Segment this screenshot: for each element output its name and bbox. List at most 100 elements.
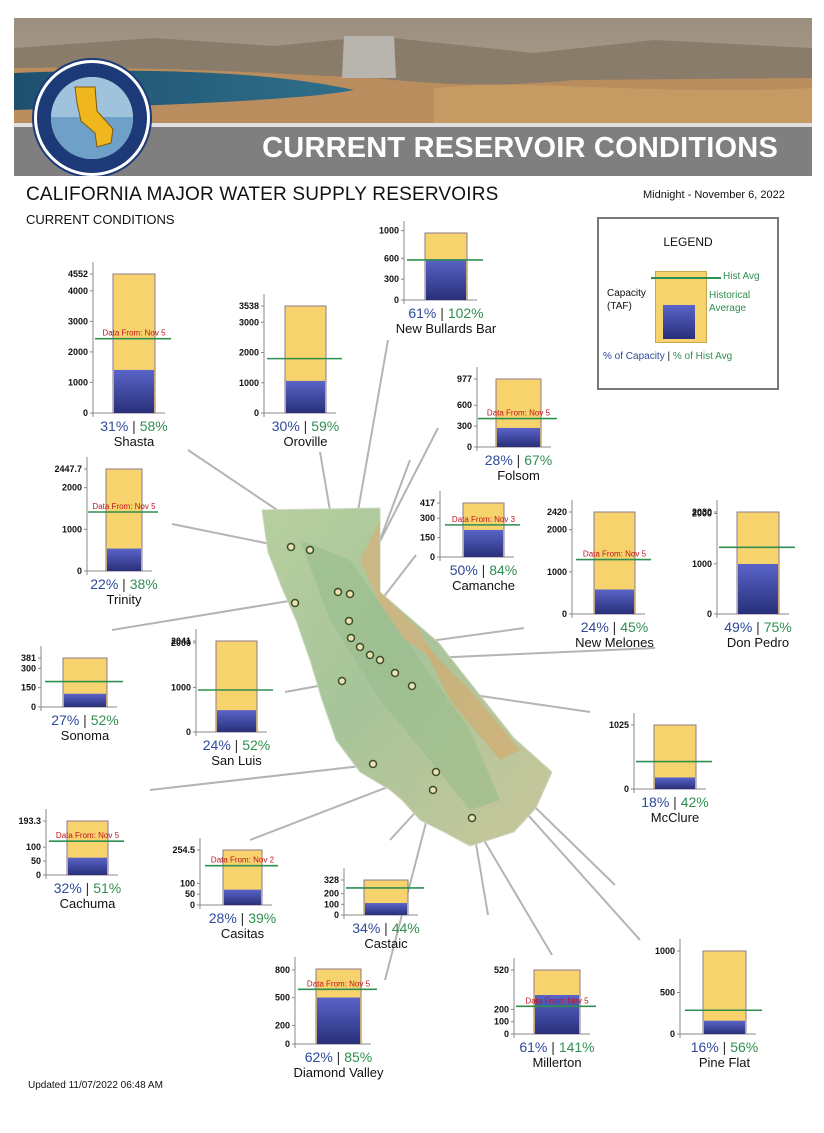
tick-label: 1000 xyxy=(379,226,399,236)
tick-label: 0 xyxy=(36,870,41,880)
percent-label: 61% | 141% xyxy=(519,1039,594,1055)
pct-hist: 52% xyxy=(242,737,270,753)
storage-bar xyxy=(224,889,261,905)
pct-separator: | xyxy=(300,418,311,434)
pct-capacity: 28% xyxy=(209,910,237,926)
pct-capacity: 30% xyxy=(272,418,300,434)
tick-label: 0 xyxy=(285,1039,290,1049)
pct-separator: | xyxy=(436,305,447,321)
tick-label: 200 xyxy=(494,1004,509,1014)
tick-label: 0 xyxy=(31,702,36,712)
reservoir-name: Pine Flat xyxy=(699,1055,751,1070)
data-from-label: Data From: Nov 5 xyxy=(487,409,551,418)
tick-label: 2041 xyxy=(171,636,191,646)
legend-footer: % of Capacity | % of Hist Avg xyxy=(603,351,733,362)
tick-label: 0 xyxy=(624,784,629,794)
updated-timestamp: Updated 11/07/2022 06:48 AM xyxy=(28,1080,163,1091)
percent-label: 49% | 75% xyxy=(724,619,791,635)
tick-label: 0 xyxy=(334,910,339,920)
tick-label: 0 xyxy=(504,1029,509,1039)
pct-capacity: 49% xyxy=(724,619,752,635)
pct-separator: | xyxy=(82,880,93,896)
reservoir-name: Sonoma xyxy=(61,728,110,743)
tick-label: 3000 xyxy=(68,316,88,326)
pct-capacity: 34% xyxy=(352,920,380,936)
storage-bar xyxy=(217,710,256,732)
storage-bar xyxy=(317,997,360,1044)
data-from-label: Data From: Nov 5 xyxy=(56,831,120,840)
data-from-label: Data From: Nov 5 xyxy=(525,996,589,1005)
tick-label: 300 xyxy=(457,421,472,431)
percent-label: 30% | 59% xyxy=(272,418,339,434)
pct-hist: 52% xyxy=(91,712,119,728)
leader-lines xyxy=(111,339,656,981)
tick-label: 2447.7 xyxy=(54,464,82,474)
report-date: Midnight - November 6, 2022 xyxy=(643,189,785,201)
tick-label: 2000 xyxy=(692,509,712,519)
pct-capacity: 62% xyxy=(305,1049,333,1065)
pct-hist: 102% xyxy=(448,305,484,321)
tick-label: 3000 xyxy=(239,317,259,327)
pct-separator: | xyxy=(118,576,129,592)
tick-label: 0 xyxy=(562,609,567,619)
reservoir-name: Folsom xyxy=(497,468,540,483)
storage-bar xyxy=(655,777,695,789)
tick-label: 0 xyxy=(190,900,195,910)
pct-separator: | xyxy=(380,920,391,936)
data-from-label: Data From: Nov 3 xyxy=(452,515,516,524)
pct-hist: 59% xyxy=(311,418,339,434)
tick-label: 193.3 xyxy=(18,816,41,826)
pct-hist: 141% xyxy=(559,1039,595,1055)
pct-separator: | xyxy=(547,1039,558,1055)
tick-label: 4552 xyxy=(68,269,88,279)
legend-capacity-label: Capacity (TAF) xyxy=(607,288,646,312)
tick-label: 200 xyxy=(275,1020,290,1030)
pct-capacity: 28% xyxy=(485,452,513,468)
tick-label: 328 xyxy=(324,875,339,885)
tick-label: 1000 xyxy=(68,377,88,387)
tick-label: 300 xyxy=(384,274,399,284)
tick-label: 0 xyxy=(83,408,88,418)
percent-label: 61% | 102% xyxy=(408,305,483,321)
tick-label: 0 xyxy=(254,408,259,418)
reservoir-name: New Melones xyxy=(575,635,654,650)
reservoir-name: Trinity xyxy=(107,592,142,607)
legend-hist-avg-label: Hist Avg xyxy=(723,271,760,282)
page-title: CALIFORNIA MAJOR WATER SUPPLY RESERVOIRS xyxy=(26,184,499,205)
percent-label: 22% | 38% xyxy=(90,576,157,592)
percent-label: 50% | 84% xyxy=(450,562,517,578)
tick-label: 100 xyxy=(180,878,195,888)
tick-label: 254.5 xyxy=(172,845,195,855)
pct-separator: | xyxy=(719,1039,730,1055)
pct-hist: 51% xyxy=(93,880,121,896)
pct-hist: 58% xyxy=(140,418,168,434)
data-from-label: Data From: Nov 5 xyxy=(307,979,371,988)
pct-separator: | xyxy=(333,1049,344,1065)
storage-bar xyxy=(704,1020,745,1034)
tick-label: 977 xyxy=(457,374,472,384)
tick-label: 100 xyxy=(26,842,41,852)
tick-label: 1000 xyxy=(171,682,191,692)
pct-hist: 56% xyxy=(730,1039,758,1055)
reservoir-markers xyxy=(286,542,477,823)
percent-label: 18% | 42% xyxy=(641,794,708,810)
percent-label: 31% | 58% xyxy=(100,418,167,434)
capacity-bar xyxy=(702,950,747,1035)
reservoir-name: Oroville xyxy=(283,434,327,449)
reservoir-name: Castaic xyxy=(364,936,408,951)
pct-capacity: 31% xyxy=(100,418,128,434)
tick-label: 4000 xyxy=(68,286,88,296)
tick-label: 1000 xyxy=(547,567,567,577)
pct-separator: | xyxy=(237,910,248,926)
tick-label: 0 xyxy=(186,727,191,737)
pct-capacity: 27% xyxy=(51,712,79,728)
storage-bar xyxy=(365,903,407,915)
percent-label: 24% | 52% xyxy=(203,737,270,753)
pct-capacity: 32% xyxy=(54,880,82,896)
storage-bar xyxy=(68,857,107,875)
tick-label: 0 xyxy=(77,566,82,576)
pct-capacity: 22% xyxy=(90,576,118,592)
storage-bar xyxy=(426,259,466,300)
legend: LEGEND Capacity (TAF) Hist Avg Historica… xyxy=(597,217,779,390)
pct-separator: | xyxy=(128,418,139,434)
